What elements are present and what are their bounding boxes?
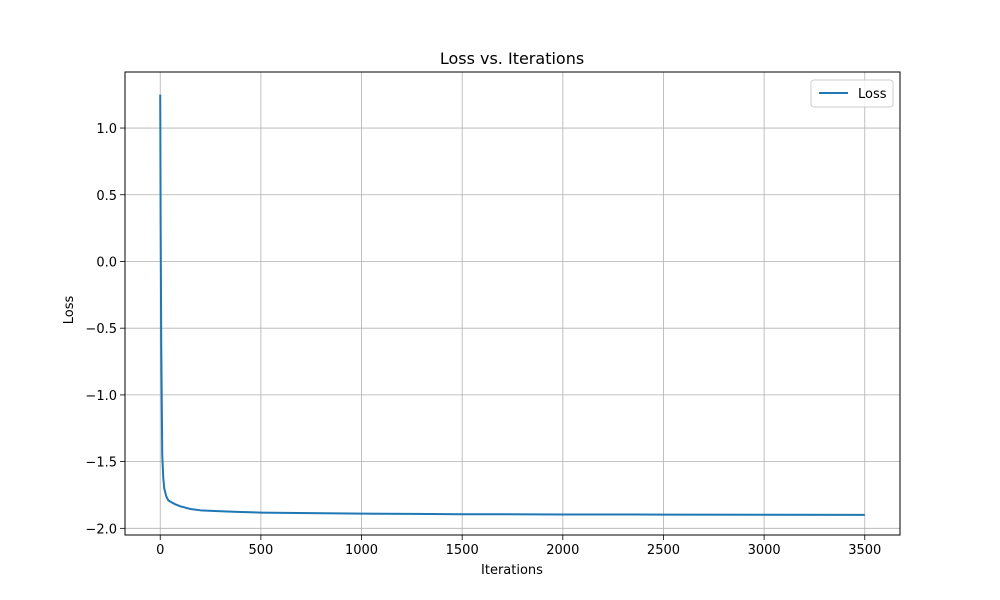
x-axis-ticks: 0 500 1000 1500 2000 2500 3000 3500 <box>156 535 881 558</box>
x-axis-label: Iterations <box>481 563 543 578</box>
x-tick-label: 3500 <box>848 543 881 558</box>
legend-label: Loss <box>858 87 887 102</box>
grid <box>125 72 900 535</box>
x-tick-label: 2000 <box>546 543 579 558</box>
y-tick-label: −0.5 <box>85 322 117 337</box>
x-tick-label: 1500 <box>446 543 479 558</box>
y-axis-label: Loss <box>62 296 77 325</box>
series-layer <box>159 94 865 516</box>
x-tick-label: 500 <box>248 543 273 558</box>
legend-box <box>810 79 894 108</box>
y-tick-label: −1.0 <box>85 389 117 404</box>
y-tick-label: −1.5 <box>85 456 117 471</box>
y-tick-label: −2.0 <box>85 522 117 537</box>
x-tick-label: 0 <box>156 543 164 558</box>
loss-series-line <box>159 94 865 516</box>
y-axis-ticks: −2.0 −1.5 −1.0 −0.5 0.0 0.5 1.0 <box>85 122 125 537</box>
x-tick-label: 1000 <box>345 543 378 558</box>
plot-frame <box>124 71 901 536</box>
y-tick-label: 0.5 <box>96 189 117 204</box>
y-tick-label: 0.0 <box>96 255 117 270</box>
x-tick-label: 3000 <box>748 543 781 558</box>
chart-title: Loss vs. Iterations <box>440 49 584 68</box>
x-tick-label: 2500 <box>647 543 680 558</box>
legend: Loss <box>810 79 894 108</box>
y-tick-label: 1.0 <box>96 122 117 137</box>
